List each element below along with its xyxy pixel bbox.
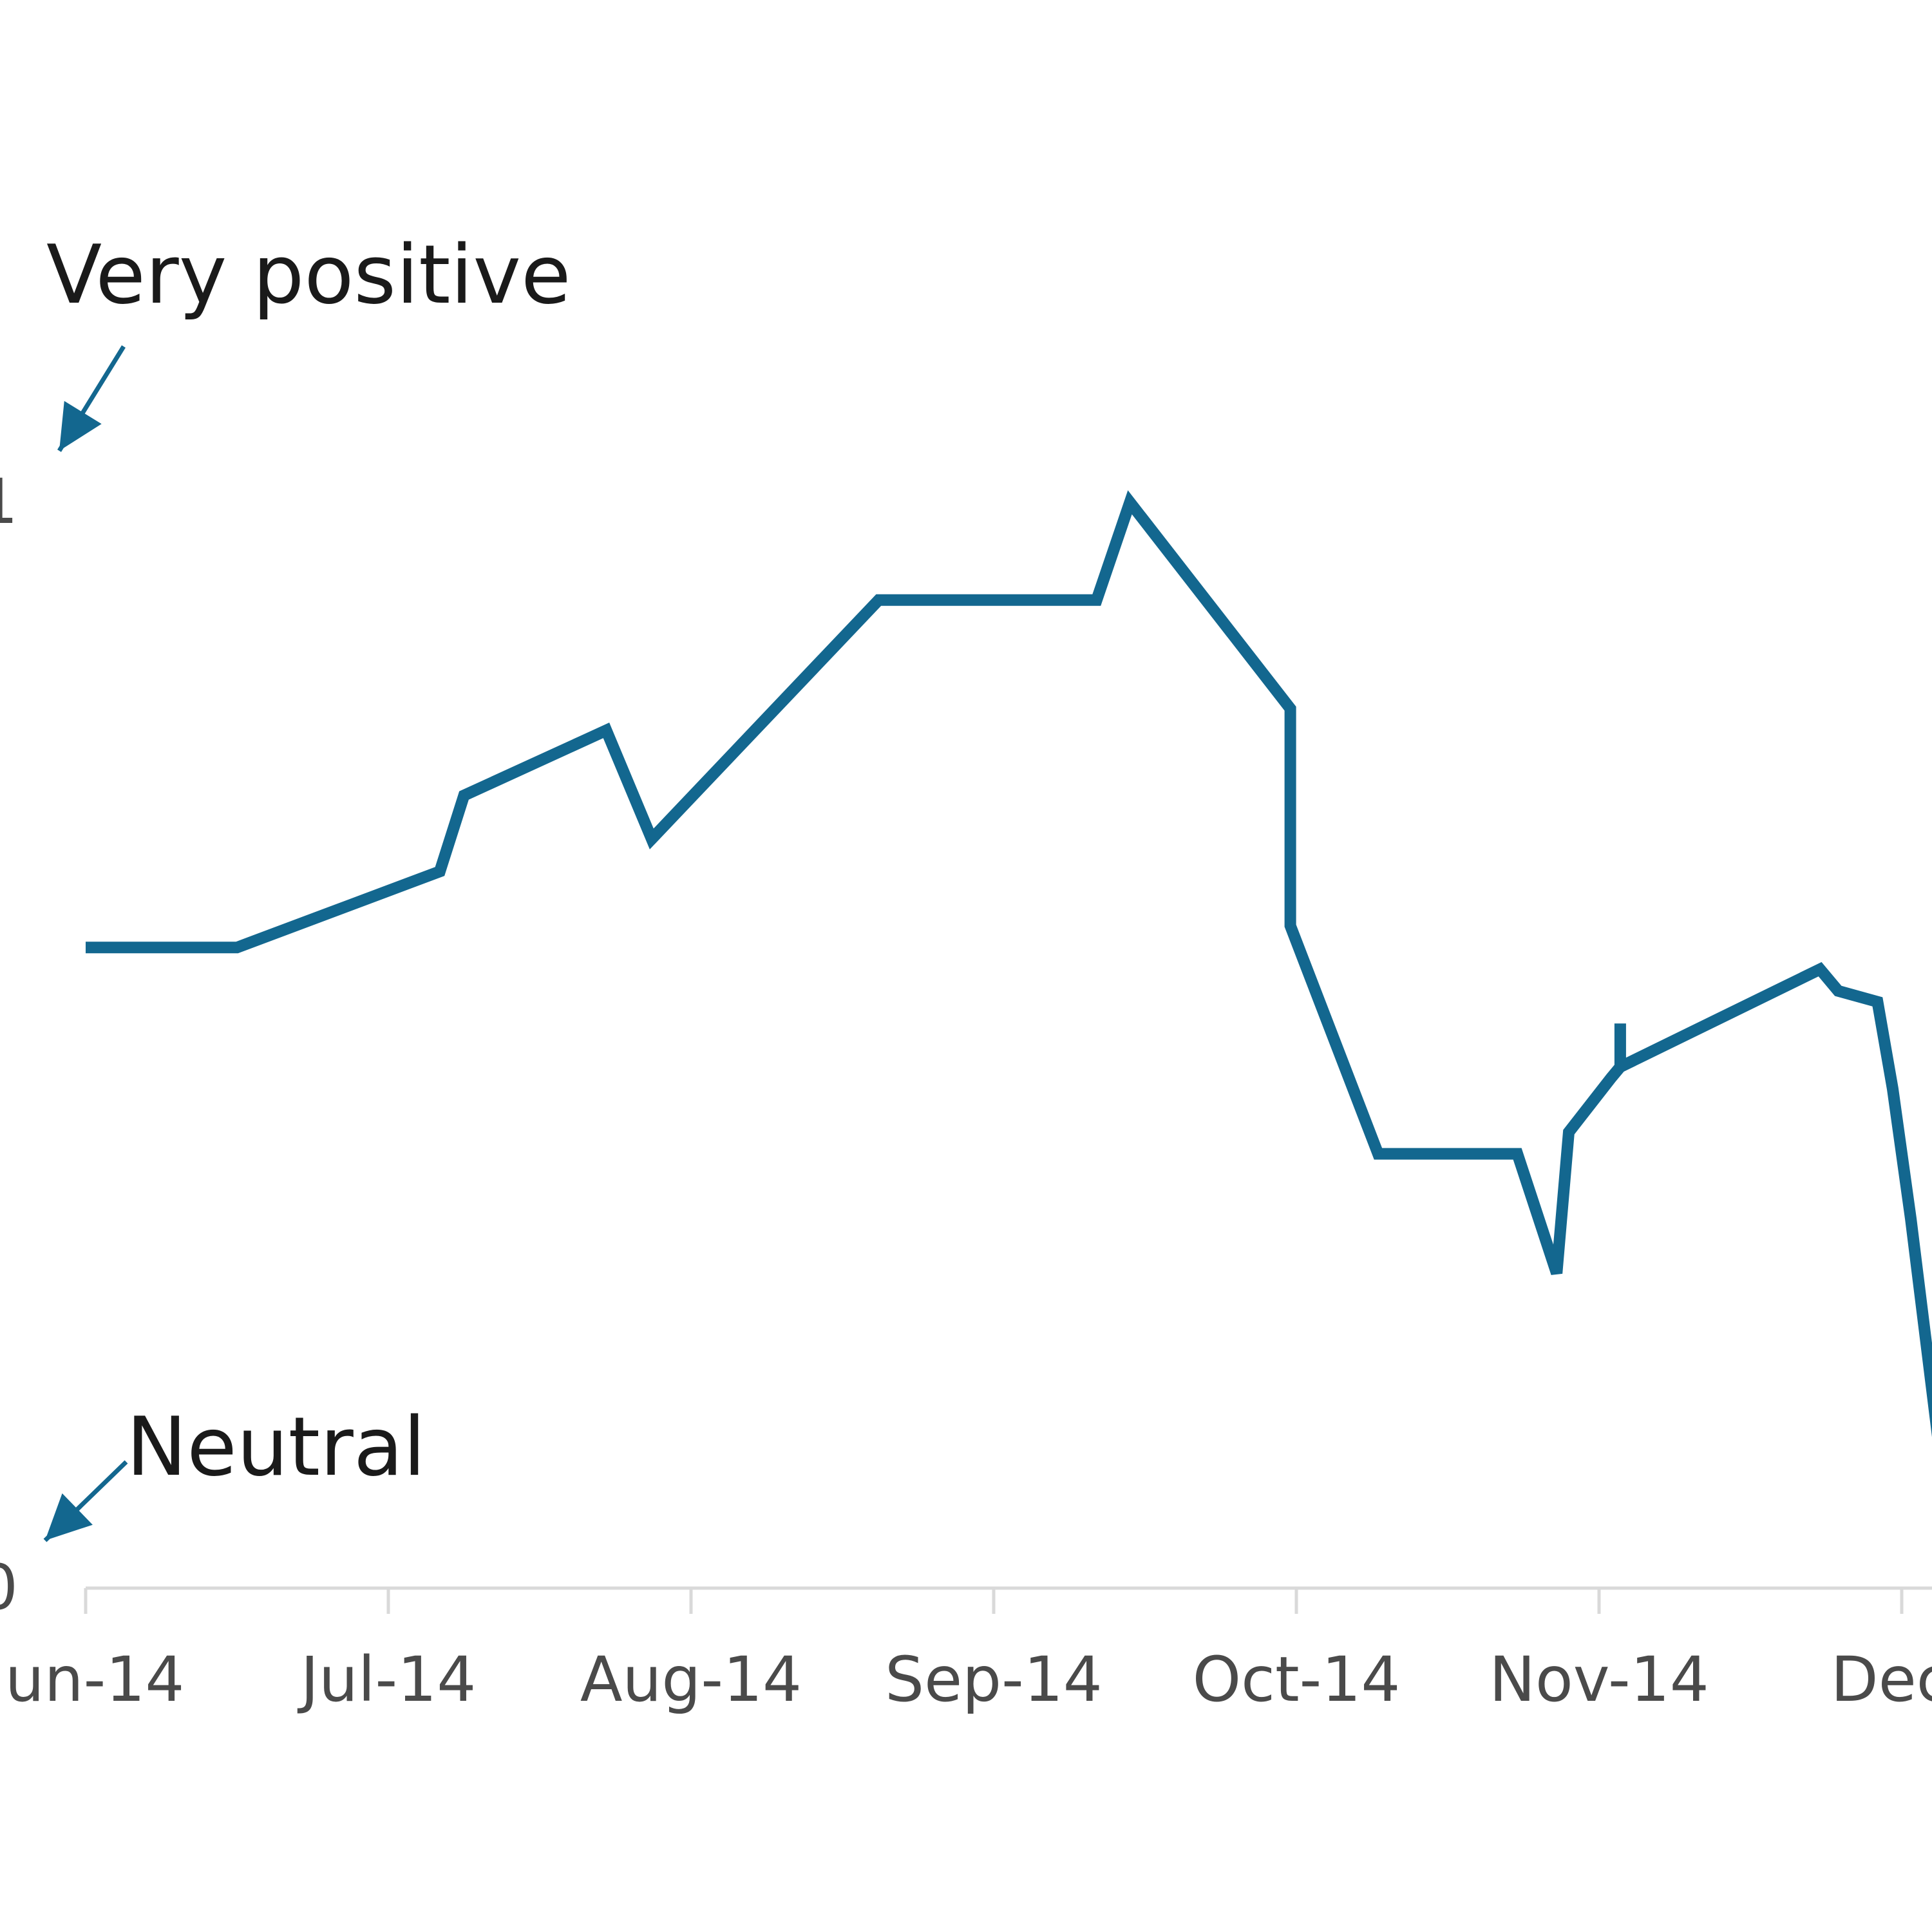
x-tick-label: Dec- xyxy=(1831,1643,1932,1716)
x-tick-label: Aug-14 xyxy=(580,1643,802,1716)
x-tick-label: Jul-14 xyxy=(298,1643,477,1716)
annotation-very-positive: Very positive xyxy=(46,227,571,322)
x-tick-label: Nov-14 xyxy=(1489,1643,1709,1716)
x-tick-label: Jun-14 xyxy=(0,1643,184,1716)
annotation-neutral: Neutral xyxy=(126,1399,426,1494)
series-line xyxy=(86,490,1932,1437)
y-tick-label: 0 xyxy=(0,1551,18,1624)
annotation-arrowhead xyxy=(59,401,102,451)
annotation-arrowhead xyxy=(45,1493,93,1540)
y-tick-label: 1 xyxy=(0,466,18,538)
x-tick-label: Sep-14 xyxy=(885,1643,1103,1716)
x-tick-label: Oct-14 xyxy=(1193,1643,1401,1716)
